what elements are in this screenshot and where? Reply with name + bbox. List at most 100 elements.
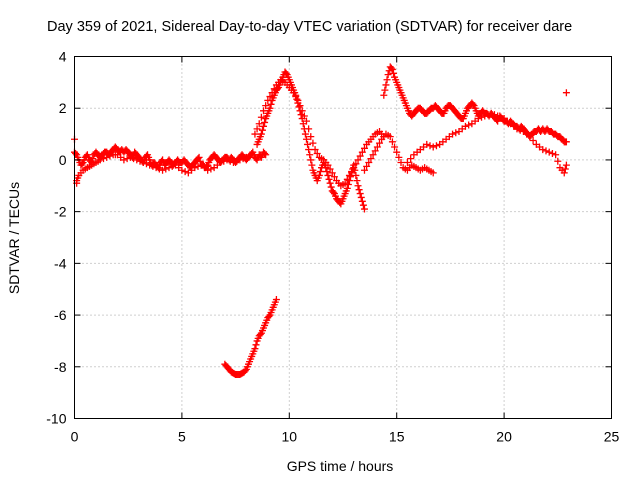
y-tick-label: 0 (59, 152, 67, 168)
data-point (355, 186, 363, 194)
data-point (324, 171, 332, 179)
data-point (481, 112, 489, 120)
data-point (226, 157, 234, 165)
data-point (352, 171, 360, 179)
data-point (386, 133, 394, 141)
y-tick-label: -4 (54, 255, 67, 271)
data-point (282, 69, 290, 77)
data-point (352, 160, 360, 168)
data-point (407, 155, 415, 163)
data-point (155, 165, 163, 173)
y-tick-label: -8 (54, 359, 67, 375)
data-point (329, 188, 337, 196)
data-point (295, 103, 303, 111)
data-point (142, 160, 150, 168)
data-point (300, 112, 308, 120)
data-point (290, 89, 298, 97)
data-point (267, 100, 275, 108)
data-point (325, 175, 333, 183)
data-point (487, 109, 495, 117)
data-point (327, 183, 335, 191)
data-point (194, 162, 202, 170)
x-tick-label: 15 (389, 429, 405, 445)
data-point (306, 151, 314, 159)
data-point (393, 148, 401, 156)
data-point (403, 159, 411, 167)
data-point (391, 143, 399, 151)
data-point (311, 146, 319, 154)
data-point (429, 169, 437, 177)
data-point (560, 169, 568, 177)
data-point (251, 345, 259, 353)
data-point (343, 184, 351, 192)
data-point (478, 113, 486, 121)
data-point (357, 193, 365, 201)
data-point (397, 159, 405, 167)
data-point (562, 138, 570, 146)
data-point (365, 159, 373, 167)
data-point (302, 135, 310, 143)
data-point (305, 146, 313, 154)
data-point (297, 111, 305, 119)
data-point (382, 81, 390, 89)
data-point (272, 296, 280, 304)
data-point (360, 144, 368, 152)
data-point (432, 142, 440, 150)
data-point (554, 157, 562, 165)
data-point (326, 165, 334, 173)
data-point (449, 130, 457, 138)
data-point (353, 177, 361, 185)
data-point (239, 155, 247, 163)
data-point (106, 152, 114, 160)
data-point (315, 171, 323, 179)
data-point (542, 147, 550, 155)
data-point (358, 197, 366, 205)
data-point (309, 139, 317, 147)
data-point (426, 142, 434, 150)
data-point (304, 140, 312, 148)
data-point (262, 151, 270, 159)
data-point (301, 130, 309, 138)
data-point (381, 86, 389, 94)
data-point (298, 107, 306, 115)
data-point (354, 182, 362, 190)
data-point (387, 64, 395, 72)
data-point (242, 153, 250, 161)
data-point (429, 143, 437, 151)
data-point (548, 149, 556, 157)
data-point (363, 162, 371, 170)
data-point (139, 159, 147, 167)
y-tick-label: 2 (59, 100, 67, 116)
data-point (149, 162, 157, 170)
x-axis-label: GPS time / hours (287, 458, 394, 474)
data-point (494, 112, 502, 120)
data-point (236, 156, 244, 164)
data-point (305, 125, 313, 133)
data-point (217, 159, 225, 167)
data-point (159, 166, 167, 174)
data-point (341, 179, 349, 187)
series-afternoon-lower (403, 109, 570, 177)
data-point (497, 113, 505, 121)
data-point (256, 330, 264, 338)
data-point (345, 171, 353, 179)
data-point (465, 121, 473, 129)
data-point (373, 143, 381, 151)
data-point (136, 157, 144, 165)
data-point (257, 113, 265, 121)
data-point (388, 138, 396, 146)
data-point (120, 156, 128, 164)
data-point (330, 173, 338, 181)
data-point (461, 122, 469, 130)
data-point (383, 76, 391, 84)
y-tick-label: -6 (54, 307, 67, 323)
data-point (261, 149, 269, 157)
data-point (552, 151, 560, 159)
data-point (195, 153, 203, 161)
data-point (207, 165, 215, 173)
data-point (316, 168, 324, 176)
data-point (388, 65, 396, 73)
data-point (229, 159, 237, 167)
data-point (294, 96, 302, 104)
